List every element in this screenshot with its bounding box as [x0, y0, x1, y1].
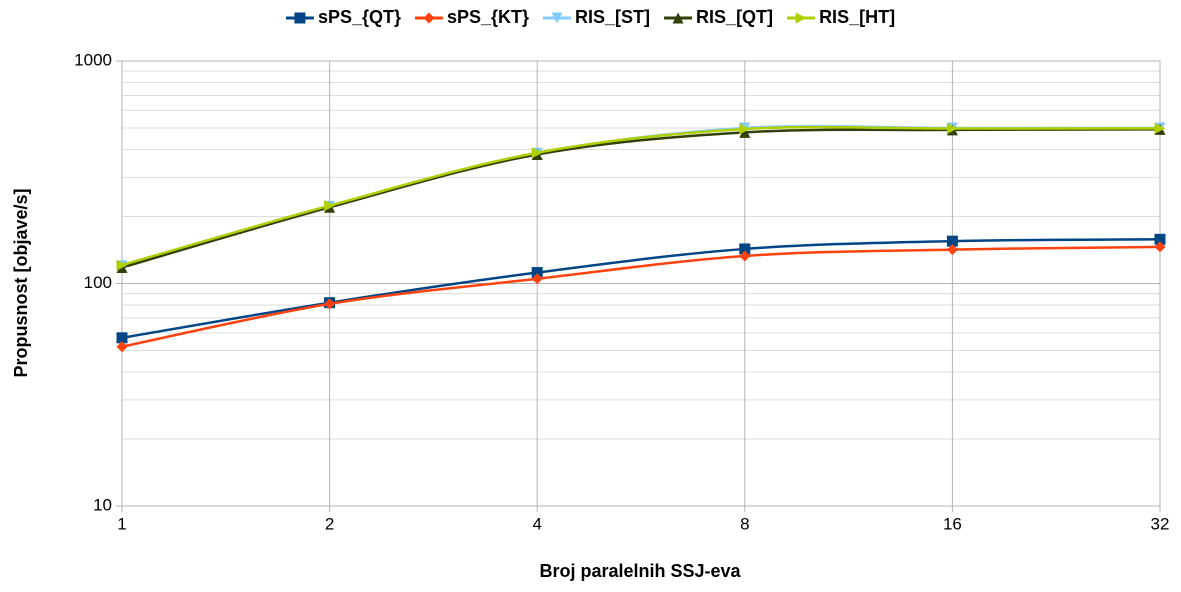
marker	[1154, 241, 1166, 253]
marker	[739, 243, 751, 255]
x-tick-label: 32	[1151, 514, 1170, 533]
legend-label: sPS_{QT}	[318, 7, 401, 27]
series-line	[121, 128, 1161, 269]
marker	[946, 244, 958, 256]
legend-marker	[795, 12, 807, 24]
legend-item: sPS_{QT}	[285, 7, 401, 27]
x-tick-label: 8	[740, 514, 749, 533]
series-line	[121, 245, 1161, 348]
marker	[116, 259, 128, 271]
legend-marker	[672, 12, 684, 24]
legend: sPS_{QT} sPS_{KT} RIS_[ST] RIS_[QT] RIS_[HT]	[285, 7, 895, 27]
marker	[739, 126, 751, 138]
x-tick-label: 4	[532, 514, 541, 533]
series-line	[121, 125, 1161, 267]
marker	[324, 298, 336, 310]
legend-label: RIS_[ST]	[575, 7, 650, 27]
legend-item: RIS_[QT]	[664, 7, 773, 27]
x-tick-label: 16	[943, 514, 962, 533]
marker	[739, 123, 751, 135]
y-tick-label: 100	[84, 273, 112, 292]
legend-item: RIS_[ST]	[543, 7, 650, 27]
x-tick-label: 1	[117, 514, 126, 533]
legend-label: sPS_{KT}	[447, 7, 529, 27]
marker	[1154, 233, 1166, 245]
marker	[531, 147, 543, 159]
legend-marker	[294, 12, 306, 24]
legend-item: sPS_{KT}	[414, 7, 529, 27]
marker	[739, 250, 751, 262]
marker	[531, 267, 543, 279]
legend-marker	[423, 12, 435, 24]
marker	[116, 341, 128, 353]
series-line	[121, 238, 1161, 340]
y-tick-label: 1000	[74, 50, 112, 69]
legend-marker	[551, 12, 563, 24]
marker	[531, 273, 543, 285]
marker	[1154, 122, 1166, 134]
legend-label: RIS_[QT]	[696, 7, 773, 27]
series-line	[121, 124, 1160, 268]
marker	[946, 235, 958, 247]
marker	[946, 123, 958, 135]
marker	[116, 332, 128, 344]
plot-frame	[121, 60, 1161, 507]
x-axis-label: Broj paralelnih SSJ-eva	[539, 561, 741, 581]
y-axis-label: Propusnost [objave/s]	[11, 188, 31, 377]
marker	[324, 200, 336, 212]
x-tick-label: 2	[325, 514, 334, 533]
legend-label: RIS_[HT]	[819, 7, 895, 27]
y-tick-label: 10	[93, 495, 112, 514]
legend-item: RIS_[HT]	[787, 7, 895, 27]
